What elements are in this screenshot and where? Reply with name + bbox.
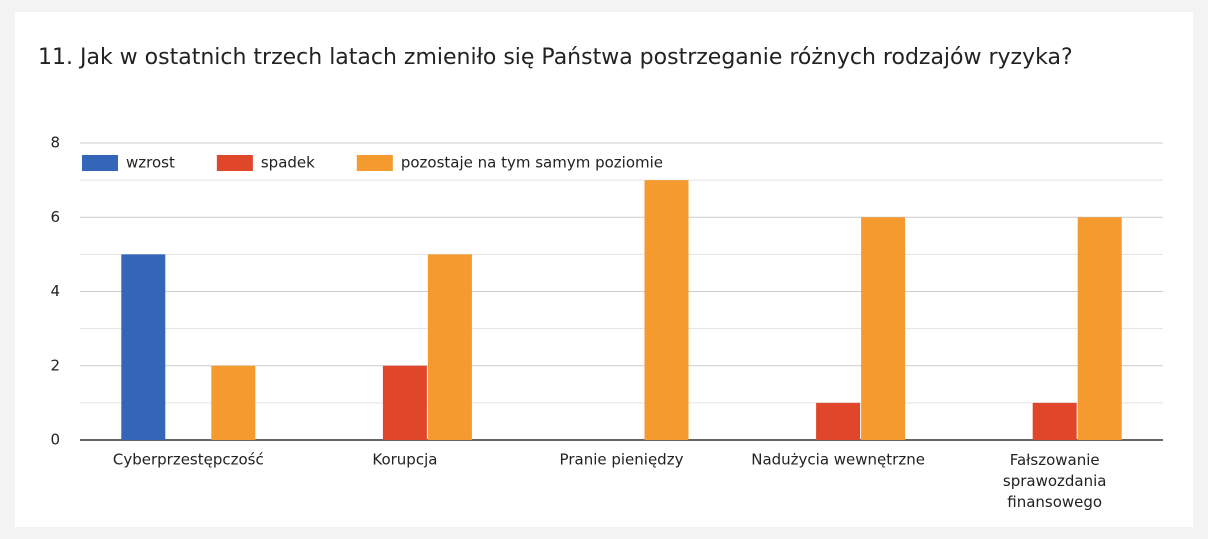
x-tick-label: Nadużycia wewnętrzne (751, 451, 925, 469)
bar (121, 254, 166, 440)
legend-swatch (216, 155, 253, 171)
bar (427, 254, 472, 440)
bar (1032, 402, 1077, 440)
y-tick-label: 6 (50, 208, 60, 226)
bar (1077, 217, 1122, 440)
bar (211, 365, 256, 440)
y-tick-label: 8 (50, 134, 60, 152)
y-tick-label: 4 (50, 282, 60, 300)
legend-label: wzrost (126, 154, 175, 172)
bar (382, 365, 427, 440)
x-tick-label: Cyberprzestępczość (113, 451, 264, 469)
x-tick-label: Pranie pieniędzy (560, 451, 684, 469)
bar (861, 217, 906, 440)
legend-swatch (356, 155, 393, 171)
x-tick-label: Korupcja (372, 451, 437, 469)
bar (816, 402, 861, 440)
legend-label: spadek (261, 154, 315, 172)
chart-title: 11. Jak w ostatnich trzech latach zmieni… (38, 45, 1073, 70)
y-tick-label: 2 (50, 356, 60, 374)
bar (644, 180, 689, 440)
x-tick-label: Fałszowanie sprawozdania finansowego (1003, 451, 1107, 511)
legend-swatch (82, 155, 118, 171)
legend-label: pozostaje na tym samym poziomie (401, 154, 663, 172)
card (15, 12, 1193, 527)
y-tick-label: 0 (50, 431, 60, 449)
